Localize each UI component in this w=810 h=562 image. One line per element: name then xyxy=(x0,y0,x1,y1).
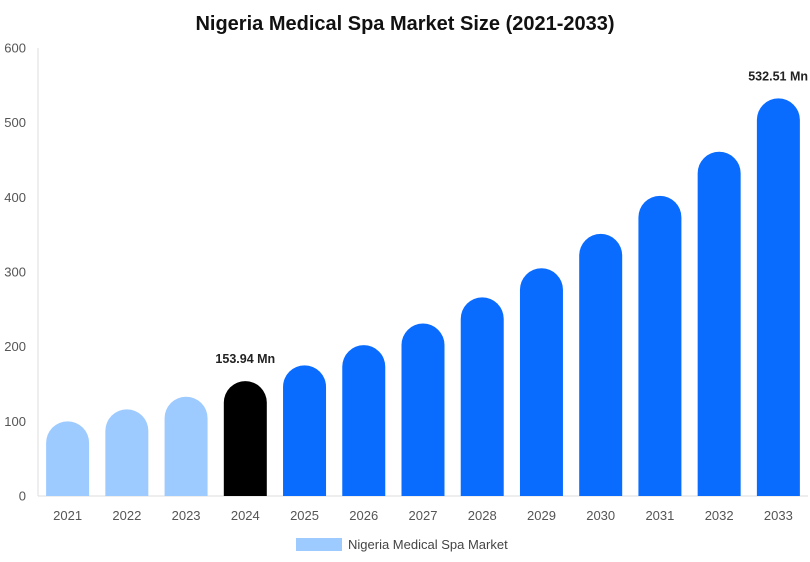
bar-2025 xyxy=(283,365,327,496)
y-tick-label: 0 xyxy=(19,489,26,504)
data-label-2033: 532.51 Mn xyxy=(748,69,808,83)
bar-2029 xyxy=(519,268,563,496)
x-tick-label: 2021 xyxy=(53,508,82,523)
y-tick-label: 100 xyxy=(4,414,26,429)
x-tick-label: 2031 xyxy=(645,508,674,523)
legend-swatch xyxy=(296,538,342,551)
chart-title: Nigeria Medical Spa Market Size (2021-20… xyxy=(195,13,614,35)
x-tick-label: 2029 xyxy=(527,508,556,523)
bar-2032 xyxy=(697,151,741,496)
legend-label: Nigeria Medical Spa Market xyxy=(348,537,508,552)
bar-2033 xyxy=(756,98,800,497)
legend: Nigeria Medical Spa Market xyxy=(296,537,508,552)
bar-2028 xyxy=(460,297,504,496)
bar-2027 xyxy=(401,323,445,496)
x-tick-label: 2033 xyxy=(764,508,793,523)
y-axis-ticks: 0 100 200 300 400 500 600 xyxy=(4,41,26,504)
x-tick-label: 2025 xyxy=(290,508,319,523)
bar-2031 xyxy=(638,195,682,496)
bar-2021 xyxy=(46,421,90,496)
data-label-2024: 153.94 Mn xyxy=(215,352,275,366)
bar-2024 xyxy=(223,381,267,496)
y-tick-label: 200 xyxy=(4,339,26,354)
x-tick-label: 2024 xyxy=(231,508,260,523)
x-tick-label: 2028 xyxy=(468,508,497,523)
x-tick-label: 2026 xyxy=(349,508,378,523)
x-axis-ticks: 2021 2022 2023 2024 2025 2026 2027 2028 2029 2030… xyxy=(53,508,793,523)
x-tick-label: 2022 xyxy=(112,508,141,523)
data-labels-group: 153.94 Mn 532.51 Mn xyxy=(215,69,808,366)
y-tick-label: 600 xyxy=(4,41,26,56)
x-tick-label: 2030 xyxy=(586,508,615,523)
bar-2030 xyxy=(579,233,623,497)
x-tick-label: 2023 xyxy=(172,508,201,523)
bar-2023 xyxy=(164,396,208,496)
x-tick-label: 2032 xyxy=(705,508,734,523)
x-tick-label: 2027 xyxy=(409,508,438,523)
y-tick-label: 500 xyxy=(4,115,26,130)
y-tick-label: 400 xyxy=(4,190,26,205)
bar-2026 xyxy=(342,345,386,496)
bar-2022 xyxy=(105,409,149,496)
y-tick-label: 300 xyxy=(4,265,26,280)
bars-group xyxy=(46,98,800,497)
